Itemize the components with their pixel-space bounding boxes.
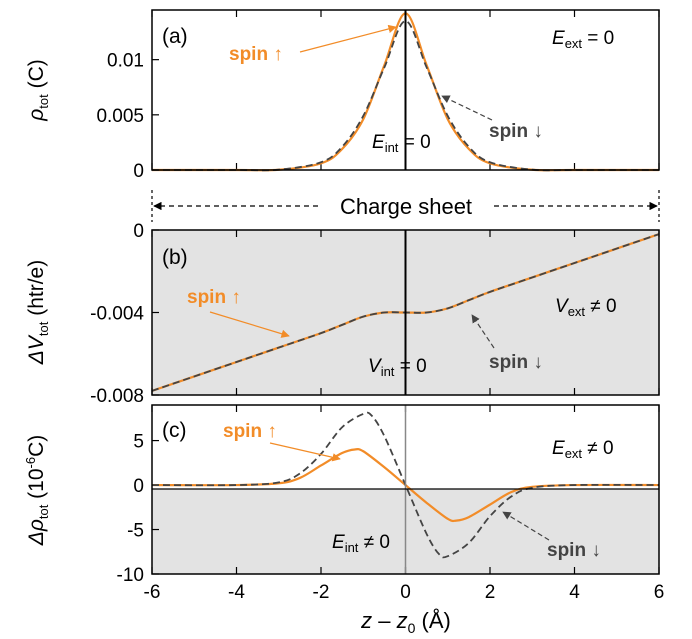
panel-b-spin-up-arrow — [209, 311, 290, 338]
panel-a-spin-up-arrow — [299, 24, 397, 53]
panel-c-spin-down-label: spin ↓ — [547, 540, 601, 561]
panel-a-ytick-label: 0.01 — [107, 51, 144, 72]
panel-b-internal-label: Vint = 0 — [368, 356, 427, 379]
x-axis-label: z – z0 (Å) — [360, 608, 451, 636]
panel-b-spin-down-label: spin ↓ — [489, 352, 543, 373]
panel-b-ytick-label: -0.008 — [90, 386, 144, 407]
panel-a-letter: (a) — [162, 25, 188, 48]
panel-b-ylabel: ΔVtot (htr/e) — [25, 260, 51, 365]
panel-b-spin-up-label: spin ↑ — [187, 287, 241, 308]
panel-a-frame — [151, 9, 660, 171]
panel-b-ytick-label: 0 — [133, 221, 144, 242]
ticks: 0 0.005 0.01 -0.008 -0.004 0 -10 -5 0 5 -6 -4 -2 0 2 4 6 — [90, 10, 664, 603]
charge-sheet-label: Charge sheet — [340, 194, 472, 219]
panel-a-ytick-label: 0 — [133, 161, 144, 182]
panel-c-ytick-label: 0 — [133, 476, 144, 497]
panel-c-letter: (c) — [162, 419, 187, 442]
panel-b-spin-down-arrow — [471, 314, 495, 349]
panel-a-spin-down-arrow — [441, 95, 493, 121]
panel-c-internal-label: Eint ≠ 0 — [332, 532, 390, 555]
x-tick-label: 2 — [485, 582, 496, 603]
x-tick-label: -6 — [144, 582, 161, 603]
panel-a-series-spin-down — [151, 20, 660, 172]
panel-c-spin-up-arrow — [269, 442, 341, 462]
panel-c-ytick-label: 5 — [133, 432, 144, 453]
panel-c-frame — [151, 404, 660, 575]
panel-a-spin-down-label: spin ↓ — [489, 121, 543, 142]
x-tick-label: -4 — [228, 582, 245, 603]
panel-a-ylabel: ρtot (C) — [25, 59, 51, 122]
x-tick-label: 6 — [654, 582, 665, 603]
x-tick-label: 4 — [569, 582, 580, 603]
panel-c-ylabel: Δρtot (10-6C) — [23, 435, 51, 547]
panel-c-ytick-label: -10 — [117, 565, 144, 586]
panel-c-ytick-label: -5 — [127, 521, 144, 542]
panel-a-ytick-label: 0.005 — [96, 106, 144, 127]
panel-b-field-label: Vext ≠ 0 — [555, 296, 617, 319]
x-tick-label: -2 — [313, 582, 330, 603]
panel-c-spin-up-label: spin ↑ — [223, 421, 277, 442]
panel-b-frame — [151, 229, 660, 396]
panel-a-internal-label: Eint = 0 — [372, 132, 431, 155]
panel-b-ytick-label: -0.004 — [90, 304, 144, 325]
panel-a-spin-up-label: spin ↑ — [229, 44, 283, 65]
panel-c-spin-down-arrow — [502, 511, 550, 541]
panel-c-field-label: Eext ≠ 0 — [552, 438, 614, 461]
panel-a-field-label: Eext = 0 — [552, 28, 614, 51]
x-tick-label: 0 — [400, 582, 411, 603]
panel-b-letter: (b) — [162, 246, 188, 269]
